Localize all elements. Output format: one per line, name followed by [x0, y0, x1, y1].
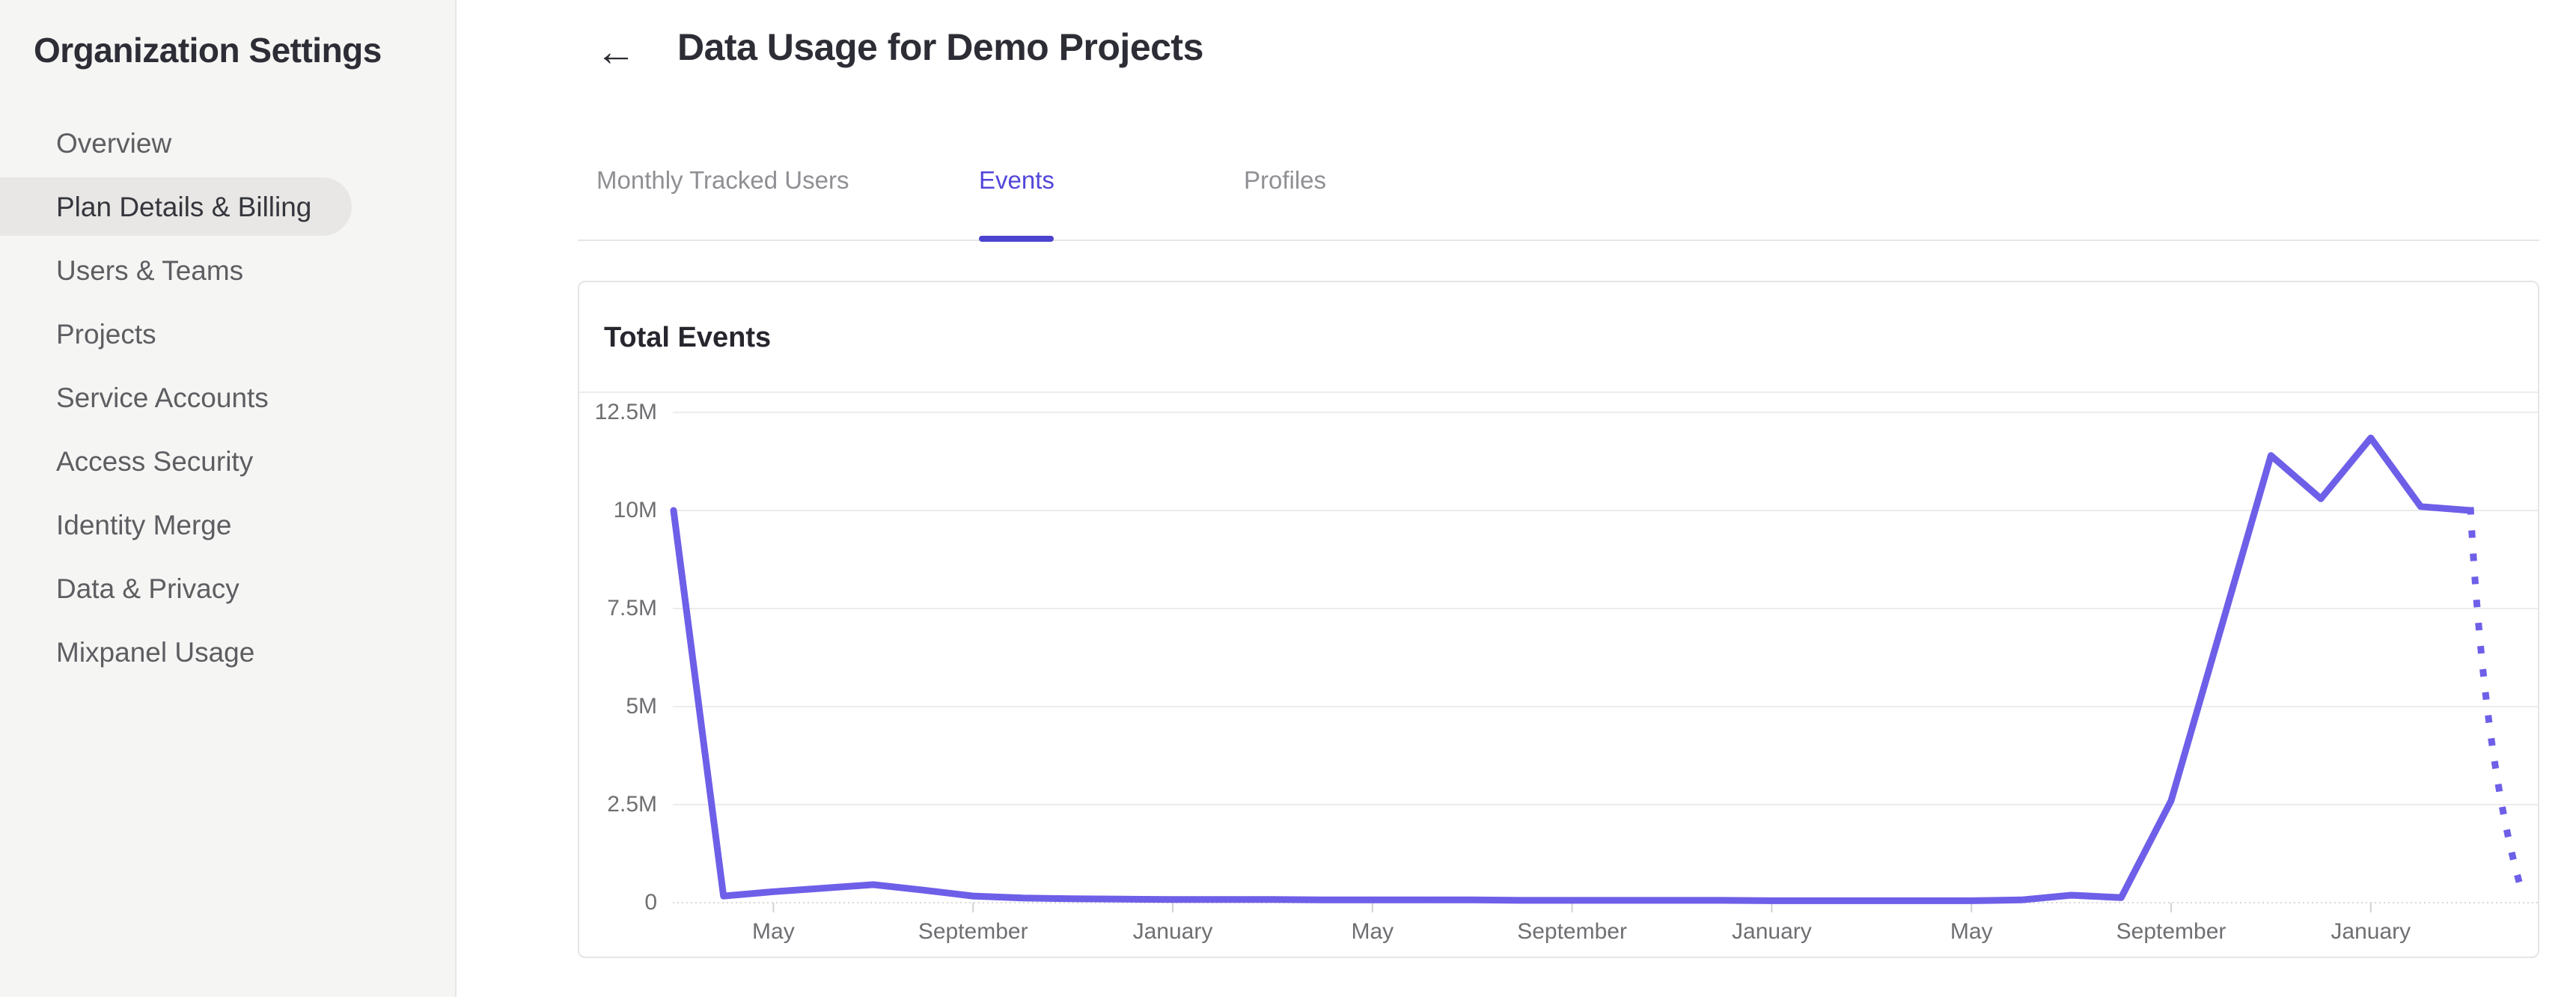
sidebar-item-label: Service Accounts — [56, 382, 269, 413]
back-arrow-icon: ← — [596, 29, 636, 74]
sidebar-item-users-teams[interactable]: Users & Teams — [0, 239, 457, 302]
sidebar-item-label: Identity Merge — [56, 509, 232, 540]
sidebar-item-label: Plan Details & Billing — [56, 191, 312, 222]
tab-monthly-tracked-users[interactable]: Monthly Tracked Users — [596, 166, 849, 194]
sidebar-item-plan-details-billing[interactable]: Plan Details & Billing — [0, 175, 457, 239]
x-axis-label: May — [1950, 919, 1993, 944]
y-axis-label: 12.5M — [594, 400, 657, 424]
sidebar-item-label: Data & Privacy — [56, 573, 239, 604]
x-axis-label: May — [752, 919, 795, 944]
sidebar: Organization Settings Overview Plan Detai… — [0, 0, 457, 997]
sidebar-item-identity-merge[interactable]: Identity Merge — [0, 493, 457, 557]
page-title: Data Usage for Demo Projects — [677, 26, 1203, 68]
sidebar-item-projects[interactable]: Projects — [0, 302, 457, 366]
events-line-chart — [670, 412, 2538, 912]
sidebar-item-label: Users & Teams — [56, 254, 244, 286]
sidebar-item-service-accounts[interactable]: Service Accounts — [0, 366, 457, 430]
y-axis-label: 2.5M — [607, 792, 657, 817]
x-axis-label: May — [1351, 919, 1394, 944]
tab-profiles[interactable]: Profiles — [1244, 166, 1327, 194]
x-axis-label: January — [1732, 919, 1812, 944]
x-axis-label: September — [918, 919, 1028, 944]
card-header-divider — [579, 391, 2538, 393]
active-tab-underline — [979, 236, 1054, 242]
chart-card: Total Events — [578, 281, 2539, 958]
sidebar-item-label: Access Security — [56, 445, 254, 477]
tabs-divider — [578, 240, 2539, 241]
sidebar-item-mixpanel-usage[interactable]: Mixpanel Usage — [0, 621, 457, 684]
x-axis-label: January — [1132, 919, 1213, 944]
chart-title: Total Events — [604, 322, 772, 353]
sidebar-item-access-security[interactable]: Access Security — [0, 430, 457, 493]
sidebar-item-overview[interactable]: Overview — [0, 112, 457, 175]
sidebar-title: Organization Settings — [34, 31, 382, 70]
sidebar-item-data-privacy[interactable]: Data & Privacy — [0, 557, 457, 621]
total-events-line — [670, 434, 2474, 904]
tab-events[interactable]: Events — [979, 166, 1054, 194]
sidebar-active-pill — [0, 177, 352, 236]
sidebar-nav: Overview Plan Details & Billing Users & Te… — [0, 112, 457, 684]
x-axis-label: January — [2331, 919, 2411, 944]
sidebar-item-label: Mixpanel Usage — [56, 636, 255, 668]
back-button[interactable]: ← — [590, 25, 642, 78]
sidebar-item-label: Projects — [56, 318, 156, 350]
projected-events-dotted-line — [2467, 507, 2525, 891]
y-axis-label: 5M — [626, 694, 657, 719]
sidebar-item-label: Overview — [56, 127, 172, 159]
x-axis-label: September — [1517, 919, 1627, 944]
y-axis-label: 7.5M — [607, 596, 657, 621]
y-axis-label: 10M — [613, 498, 657, 522]
x-axis-label: September — [2116, 919, 2226, 944]
y-axis-label: 0 — [644, 890, 657, 915]
